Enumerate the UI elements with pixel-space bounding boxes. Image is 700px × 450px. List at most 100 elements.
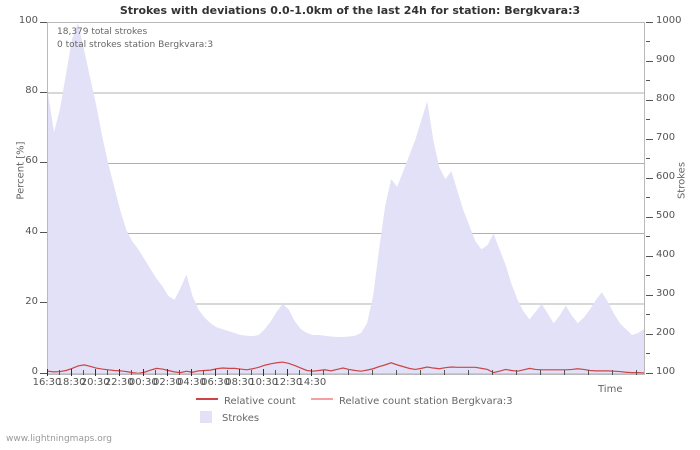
x-tick-label: 10:30 xyxy=(249,377,279,388)
x-tick-mark xyxy=(263,369,265,376)
y-tick-mark-right-minor xyxy=(646,275,650,276)
legend-line-icon xyxy=(196,398,218,400)
legend-swatch-icon xyxy=(200,411,212,423)
y-tick-mark-right-minor xyxy=(646,236,650,237)
y-tick-label-left: 100 xyxy=(18,15,38,26)
x-tick-mark-minor xyxy=(443,370,445,375)
y-tick-label-right: 800 xyxy=(656,93,676,104)
x-tick-mark-minor xyxy=(491,370,493,375)
x-tick-mark-minor xyxy=(371,370,373,375)
y-tick-mark-left xyxy=(40,161,47,163)
y-tick-mark-right-minor xyxy=(646,158,650,159)
x-tick-mark-minor xyxy=(564,370,566,375)
x-tick-mark-minor xyxy=(275,370,277,375)
y-tick-mark-left xyxy=(40,372,47,374)
plot-canvas xyxy=(48,23,644,374)
x-axis-label: Time xyxy=(598,384,623,395)
x-tick-mark-minor xyxy=(251,370,253,375)
x-tick-mark-minor xyxy=(516,370,518,375)
y-tick-mark-right xyxy=(646,138,653,140)
y-tick-mark-right-minor xyxy=(646,314,650,315)
x-tick-label: 12:30 xyxy=(273,377,303,388)
x-tick-mark-minor xyxy=(467,370,469,375)
y-tick-label-left: 20 xyxy=(25,295,38,307)
x-tick-mark-minor xyxy=(636,370,638,375)
chart-title: Strokes with deviations 0.0-1.0km of the… xyxy=(119,4,581,17)
legend-label: Strokes xyxy=(222,413,260,424)
y-tick-mark-right-minor xyxy=(646,41,650,42)
y-tick-mark-right-minor xyxy=(646,119,650,120)
y-tick-mark-right xyxy=(646,333,653,335)
y-tick-label-right: 1000 xyxy=(656,15,682,26)
legend-item-relative-count-station: Relative count station Bergkvara:3 xyxy=(311,396,513,407)
y-tick-mark-left xyxy=(40,302,47,304)
x-tick-mark-minor xyxy=(203,370,205,375)
y-tick-mark-right xyxy=(646,177,653,179)
x-tick-mark-minor xyxy=(130,370,132,375)
y-tick-label-left: 40 xyxy=(25,225,38,237)
y-tick-mark-left xyxy=(40,232,47,234)
x-tick-mark-minor xyxy=(347,370,349,375)
x-tick-label: 08:30 xyxy=(225,377,255,388)
y-tick-mark-right xyxy=(646,255,653,257)
x-tick-label: 04:30 xyxy=(177,377,206,388)
y-tick-label-left: 60 xyxy=(25,155,38,167)
x-tick-mark-minor xyxy=(612,370,614,375)
legend-label: Relative count xyxy=(224,396,296,407)
legend-line-icon xyxy=(311,398,333,400)
annotation-total-strokes: 18,379 total strokes xyxy=(57,27,148,37)
y-tick-mark-left xyxy=(40,21,47,23)
x-tick-mark-minor xyxy=(227,370,229,375)
y-tick-mark-right xyxy=(646,216,653,218)
x-tick-mark xyxy=(239,369,241,376)
y-tick-label-right: 100 xyxy=(656,366,676,377)
x-tick-label: 06:30 xyxy=(201,377,230,388)
y-tick-mark-right xyxy=(646,294,653,296)
y-tick-label-right: 700 xyxy=(656,132,676,143)
x-tick-label: 20:30 xyxy=(80,377,110,388)
x-tick-label: 16:30 xyxy=(32,377,62,388)
x-tick-label: 02:30 xyxy=(152,377,182,388)
x-tick-mark-minor xyxy=(154,370,156,375)
x-tick-mark xyxy=(142,369,144,376)
y-tick-label-right: 300 xyxy=(656,288,676,299)
plot-area xyxy=(47,22,645,375)
x-tick-mark xyxy=(190,369,192,376)
x-tick-mark-minor xyxy=(395,370,397,375)
x-tick-mark xyxy=(118,369,120,376)
y-tick-mark-right xyxy=(646,372,653,374)
y-tick-label-right: 200 xyxy=(656,327,676,338)
legend-label: Relative count station Bergkvara:3 xyxy=(339,396,513,407)
annotation-station-strokes: 0 total strokes station Bergkvara:3 xyxy=(57,40,214,50)
y-tick-mark-right xyxy=(646,21,653,23)
y-tick-label-left: 80 xyxy=(25,85,38,97)
x-tick-mark-minor xyxy=(106,370,108,375)
x-tick-label: 18:30 xyxy=(56,377,86,388)
footer-source: www.lightningmaps.org xyxy=(6,434,112,444)
x-tick-mark-minor xyxy=(419,370,421,375)
x-tick-mark xyxy=(166,369,168,376)
x-tick-mark-minor xyxy=(323,370,325,375)
x-tick-label: 00:30 xyxy=(128,377,158,388)
x-tick-mark xyxy=(94,369,96,376)
y-tick-mark-right-minor xyxy=(646,197,650,198)
x-tick-mark xyxy=(311,369,313,376)
x-tick-mark xyxy=(46,369,48,376)
y-tick-label-right: 900 xyxy=(656,54,676,65)
legend-item-relative-count: Relative count xyxy=(196,396,296,407)
x-tick-mark-minor xyxy=(299,370,301,375)
y-tick-mark-right xyxy=(646,99,653,101)
x-tick-mark-minor xyxy=(58,370,60,375)
y-tick-label-right: 600 xyxy=(656,171,676,182)
y-tick-label-right: 400 xyxy=(656,249,676,260)
x-tick-mark xyxy=(287,369,289,376)
y-tick-label-left: 0 xyxy=(31,366,38,377)
y-tick-label-right: 500 xyxy=(656,210,676,221)
x-tick-label: 22:30 xyxy=(104,377,134,388)
x-tick-mark xyxy=(215,369,217,376)
y-tick-mark-right-minor xyxy=(646,80,650,81)
legend-item-strokes: Strokes xyxy=(196,411,260,424)
x-tick-mark-minor xyxy=(178,370,180,375)
x-tick-mark-minor xyxy=(588,370,590,375)
